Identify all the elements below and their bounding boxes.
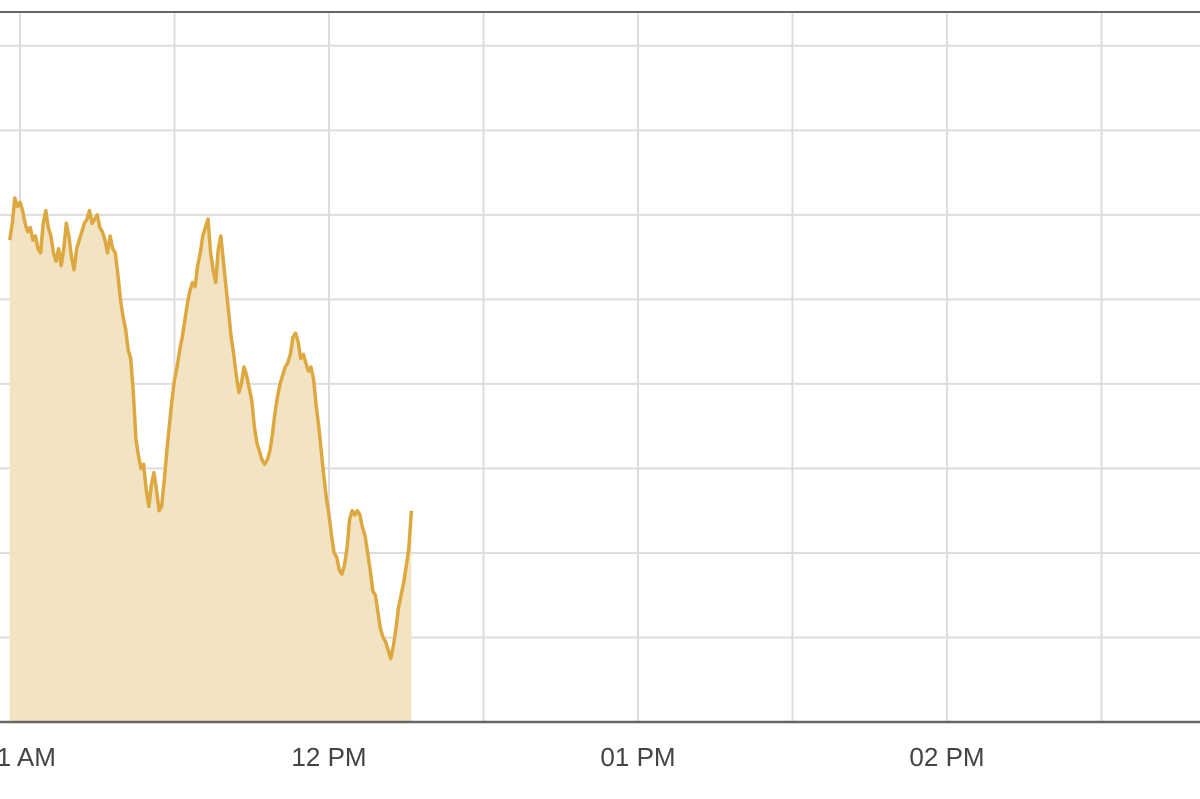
x-tick-label: 01 PM (600, 742, 675, 772)
x-tick-label: 12 PM (291, 742, 366, 772)
price-series-line (7, 196, 414, 661)
x-axis-ticks: 11 AM 12 PM 01 PM 02 PM (0, 742, 985, 772)
x-tick-label: 11 AM (0, 742, 56, 772)
price-area-fill (9, 198, 412, 722)
x-tick-label: 02 PM (909, 742, 984, 772)
